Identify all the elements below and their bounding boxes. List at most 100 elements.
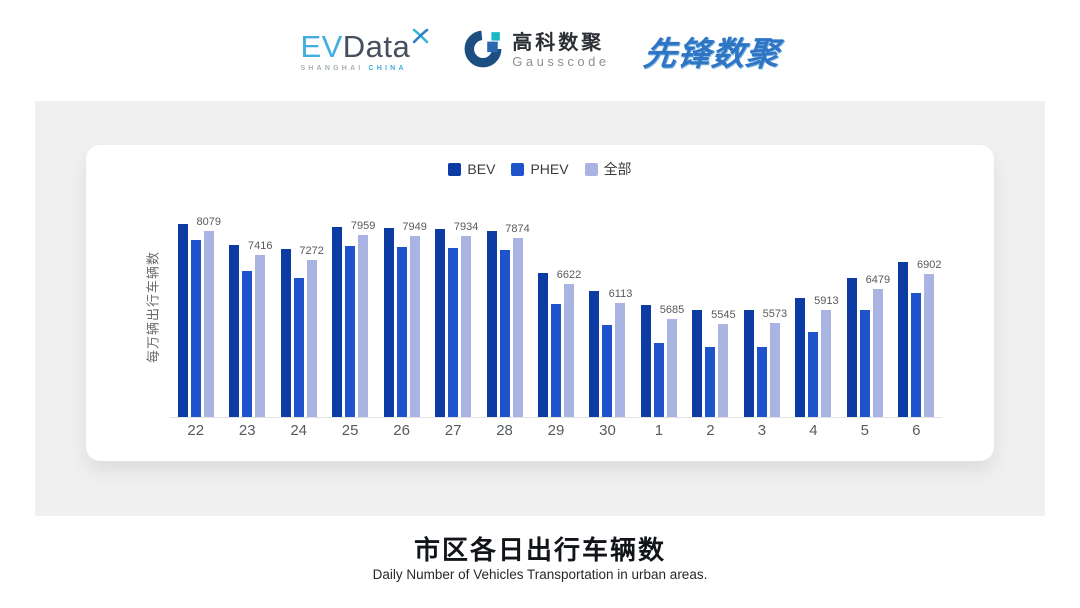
bar-group: 6113 — [582, 197, 633, 417]
bar-BEV — [383, 228, 394, 417]
bar-PHEV — [756, 347, 767, 417]
bar-PHEV — [602, 325, 613, 417]
chart-legend: BEV PHEV 全部 — [86, 159, 994, 179]
bar-全部: 7959 — [351, 220, 375, 417]
bar-BEV — [640, 305, 651, 417]
bar-group: 6479 — [839, 197, 890, 417]
x-tick-label: 26 — [393, 422, 410, 439]
bar-group: 6902 — [891, 197, 942, 417]
evdata-logo-ev: EV — [300, 28, 343, 64]
legend-label-bev: BEV — [467, 161, 496, 177]
legend-marker-bev — [448, 162, 462, 176]
bar-BEV — [692, 310, 703, 417]
bar-group: 5545 — [685, 197, 736, 417]
gausscode-name-cn: 高科数聚 — [512, 32, 605, 55]
bar-value-label: 5685 — [659, 304, 685, 316]
bar-value-label: 7934 — [453, 221, 479, 233]
bar-BEV — [846, 278, 857, 417]
bar-全部: 7949 — [402, 221, 427, 417]
bar-BEV — [332, 227, 343, 417]
bar-value-label: 7874 — [505, 223, 530, 235]
bar-group: 6622 — [530, 197, 581, 417]
chart-card: BEV PHEV 全部 每万辆出行车辆数 8079 7416 7272 7959 794… — [86, 145, 994, 461]
bar-PHEV — [242, 271, 253, 417]
bar-BEV — [280, 249, 291, 417]
evdata-logo: EV Data SHANGHAI CHINA — [300, 28, 429, 72]
bar-value-label: 5913 — [814, 295, 839, 307]
x-tick-label: 25 — [341, 422, 359, 439]
bar-value-label: 5545 — [711, 309, 736, 321]
bar-PHEV — [911, 293, 922, 417]
bar-全部: 5573 — [763, 308, 787, 417]
legend-item-phev[interactable]: PHEV — [511, 161, 569, 177]
legend-label-phev: PHEV — [530, 161, 569, 177]
bar-全部: 7416 — [248, 240, 272, 417]
x-tick-label: 29 — [547, 422, 565, 439]
bar-group: 7416 — [221, 197, 272, 417]
legend-item-all[interactable]: 全部 — [584, 159, 632, 179]
bar-value-label: 8079 — [196, 216, 221, 228]
x-tick-label: 4 — [809, 422, 818, 439]
legend-item-bev[interactable]: BEV — [448, 161, 495, 177]
gausscode-g-icon — [463, 29, 503, 74]
bar-group: 7934 — [427, 197, 478, 417]
x-tick-label: 22 — [187, 422, 205, 439]
legend-label-all: 全部 — [603, 161, 632, 177]
bar-PHEV — [293, 278, 304, 417]
bar-全部: 6479 — [866, 274, 890, 417]
bar-PHEV — [396, 247, 407, 417]
bar-value-label: 7959 — [350, 220, 376, 232]
bar-value-label: 6479 — [865, 274, 891, 286]
bar-value-label: 7949 — [402, 221, 427, 233]
bar-value-label: 6902 — [917, 259, 942, 271]
x-axis-line — [170, 417, 942, 418]
bar-BEV — [898, 262, 909, 417]
bar-PHEV — [859, 310, 870, 417]
bar-全部: 5913 — [814, 295, 839, 417]
x-tick-label: 3 — [757, 422, 767, 439]
legend-marker-all — [584, 162, 598, 176]
bar-value-label: 7272 — [299, 245, 324, 257]
bar-PHEV — [190, 240, 201, 417]
gausscode-name-en: Gausscode — [512, 54, 610, 70]
bar-全部: 7934 — [454, 221, 478, 417]
bar-BEV — [795, 298, 806, 417]
gausscode-logo: 高科数聚 Gausscode — [463, 29, 609, 74]
bar-全部: 5685 — [660, 304, 684, 417]
bar-全部: 8079 — [196, 216, 221, 417]
bar-group: 7949 — [376, 197, 427, 417]
bar-value-label: 5573 — [762, 308, 788, 320]
evdata-x-icon — [412, 27, 429, 48]
x-tick-label: 23 — [238, 422, 256, 439]
bar-value-label: 6622 — [556, 269, 582, 281]
pioneer-logo: 先锋数聚 — [641, 35, 782, 72]
x-tick-label: 2 — [706, 422, 715, 439]
evdata-logo-data: Data — [342, 28, 411, 64]
x-tick-label: 30 — [599, 422, 616, 439]
bar-PHEV — [653, 343, 664, 417]
bar-group: 5913 — [788, 197, 839, 417]
page-title: 市区各日出行车辆数 — [413, 535, 666, 565]
bar-BEV — [486, 231, 497, 417]
x-tick-label: 24 — [290, 422, 308, 439]
bar-全部: 6902 — [917, 259, 942, 417]
bar-全部: 7874 — [505, 223, 530, 417]
bar-group: 8079 — [170, 197, 221, 417]
x-tick-label: 1 — [654, 422, 664, 439]
bar-BEV — [538, 273, 549, 417]
plot-area: 8079 7416 7272 7959 7949 7934 7874 6622 6113 5685… — [170, 197, 942, 417]
bar-group: 7272 — [273, 197, 324, 417]
bar-全部: 6113 — [609, 288, 632, 417]
bar-全部: 7272 — [299, 245, 324, 417]
y-axis-title: 每万辆出行车辆数 — [145, 250, 161, 364]
x-axis-ticks: 22 23 24 25 26 27 28 29 30 1 2 3 4 5 6 — [170, 422, 942, 439]
bar-group: 5685 — [633, 197, 684, 417]
bar-group: 5573 — [736, 197, 787, 417]
bar-value-label: 6113 — [608, 288, 633, 300]
bar-PHEV — [551, 304, 562, 417]
bar-BEV — [177, 224, 188, 417]
bar-group: 7959 — [324, 197, 375, 417]
bar-BEV — [589, 291, 600, 417]
bar-PHEV — [808, 332, 819, 417]
x-tick-label: 27 — [444, 422, 462, 439]
